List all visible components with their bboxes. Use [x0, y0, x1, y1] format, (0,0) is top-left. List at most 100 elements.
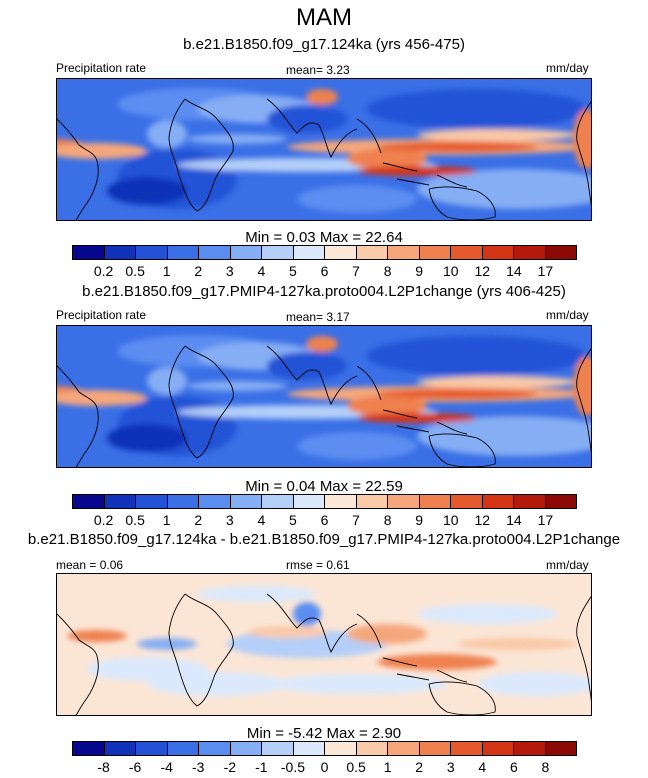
panel-2-units-label: mm/day — [546, 308, 589, 322]
colorbar-swatch — [325, 246, 357, 259]
colorbar-swatch — [230, 246, 262, 259]
colorbar-swatch — [293, 742, 325, 755]
panel-3-rmse-label: rmse = 0.61 — [286, 558, 350, 572]
colorbar-swatch — [514, 495, 546, 508]
panel-2-min-max: Min = 0.04 Max = 22.59 — [245, 478, 403, 495]
colorbar-tick-label: 8 — [541, 759, 550, 775]
colorbar-2 — [72, 494, 577, 509]
colorbar-tick-label: -2 — [223, 759, 237, 775]
colorbar-swatch — [482, 495, 514, 508]
figure-title: MAM — [296, 4, 352, 31]
colorbar-swatch — [514, 742, 546, 755]
colorbar-tick-label: 3 — [446, 759, 455, 775]
colorbar-swatch — [388, 246, 420, 259]
colorbar-tick-label: 17 — [537, 512, 554, 528]
colorbar-tick-label: 4 — [257, 263, 266, 279]
colorbar-tick-label: -0.5 — [280, 759, 305, 775]
panel-2-title: b.e21.B1850.f09_g17.PMIP4-127ka.proto004… — [82, 283, 566, 300]
colorbar-swatch — [419, 742, 451, 755]
colorbar-swatch — [388, 495, 420, 508]
colorbar-swatch — [73, 246, 105, 259]
colorbar-swatch — [199, 742, 231, 755]
panel-1-min-max: Min = 0.03 Max = 22.64 — [245, 229, 403, 246]
colorbar-tick-label: 2 — [194, 263, 203, 279]
colorbar-3-ticks: -8 -6 -4 -3 -2 -1 -0.5 0 0.5 1 2 3 4 6 8 — [72, 759, 577, 777]
colorbar-tick-label: 0.5 — [346, 759, 366, 775]
colorbar-1-ticks: 0.2 0.5 1 2 3 4 5 6 7 8 9 10 12 14 17 — [72, 263, 577, 281]
colorbar-swatch — [262, 246, 294, 259]
panel-3-min-max: Min = -5.42 Max = 2.90 — [246, 725, 402, 742]
colorbar-tick-label: 10 — [442, 263, 459, 279]
panel-1-units-label: mm/day — [546, 61, 589, 75]
colorbar-tick-label: 0.5 — [125, 263, 145, 279]
colorbar-tick-label: 8 — [383, 512, 392, 528]
colorbar-swatch — [451, 246, 483, 259]
colorbar-swatch — [167, 246, 199, 259]
colorbar-tick-label: 6 — [320, 512, 329, 528]
colorbar-tick-label: 1 — [162, 512, 171, 528]
colorbar-tick-label: 3 — [225, 263, 234, 279]
colorbar-tick-label: 12 — [474, 512, 491, 528]
colorbar-swatch — [545, 742, 576, 755]
colorbar-tick-label: -8 — [97, 759, 110, 775]
colorbar-tick-label: 12 — [474, 263, 491, 279]
panel-3-units-label: mm/day — [546, 558, 589, 572]
colorbar-swatch — [293, 495, 325, 508]
colorbar-swatch — [262, 742, 294, 755]
panel-1-mean-label: mean= 3.23 — [286, 63, 350, 77]
colorbar-swatch — [356, 742, 388, 755]
colorbar-swatch — [104, 495, 136, 508]
colorbar-tick-label: 5 — [289, 512, 297, 528]
panel-3-map — [56, 573, 592, 716]
colorbar-swatch — [199, 495, 231, 508]
panel-1-variable-label: Precipitation rate — [56, 61, 147, 75]
colorbar-swatch — [136, 246, 168, 259]
colorbar-swatch — [545, 246, 576, 259]
panel-2-variable-label: Precipitation rate — [56, 308, 147, 322]
colorbar-swatch — [230, 742, 262, 755]
colorbar-swatch — [199, 246, 231, 259]
colorbar-swatch — [545, 495, 576, 508]
colorbar-swatch — [136, 742, 168, 755]
colorbar-swatch — [325, 495, 357, 508]
colorbar-swatch — [419, 495, 451, 508]
colorbar-tick-label: 0.2 — [93, 512, 114, 528]
colorbar-swatch — [482, 246, 514, 259]
colorbar-tick-label: 9 — [415, 512, 424, 528]
panel-2-mean-label: mean= 3.17 — [286, 310, 350, 324]
colorbar-tick-label: 14 — [506, 512, 522, 528]
colorbar-swatch — [325, 742, 357, 755]
colorbar-tick-label: 1 — [162, 263, 171, 279]
colorbar-tick-label: 17 — [537, 263, 554, 279]
colorbar-tick-label: 0.2 — [93, 263, 114, 279]
colorbar-swatch — [73, 742, 105, 755]
colorbar-1 — [72, 245, 577, 260]
colorbar-swatch — [73, 495, 105, 508]
colorbar-3 — [72, 741, 577, 756]
colorbar-swatch — [104, 742, 136, 755]
colorbar-swatch — [293, 246, 325, 259]
colorbar-swatch — [482, 742, 514, 755]
colorbar-tick-label: -3 — [192, 759, 205, 775]
panel-3-mean-label: mean = 0.06 — [56, 558, 124, 572]
colorbar-tick-label: 5 — [289, 263, 297, 279]
colorbar-swatch — [136, 495, 168, 508]
colorbar-swatch — [419, 246, 451, 259]
colorbar-swatch — [167, 495, 199, 508]
colorbar-swatch — [230, 495, 262, 508]
colorbar-tick-label: 0 — [320, 759, 329, 775]
panel-2-map — [56, 325, 592, 468]
colorbar-tick-label: 2 — [194, 512, 203, 528]
colorbar-tick-label: 2 — [415, 759, 424, 775]
colorbar-swatch — [388, 742, 420, 755]
colorbar-swatch — [451, 495, 483, 508]
colorbar-tick-label: 10 — [442, 512, 459, 528]
colorbar-tick-label: 3 — [225, 512, 234, 528]
colorbar-tick-label: 7 — [352, 512, 360, 528]
colorbar-tick-label: -4 — [160, 759, 173, 775]
colorbar-tick-label: 6 — [320, 263, 329, 279]
colorbar-swatch — [262, 495, 294, 508]
colorbar-tick-label: 7 — [352, 263, 360, 279]
colorbar-swatch — [356, 246, 388, 259]
colorbar-tick-label: 0.5 — [125, 512, 145, 528]
